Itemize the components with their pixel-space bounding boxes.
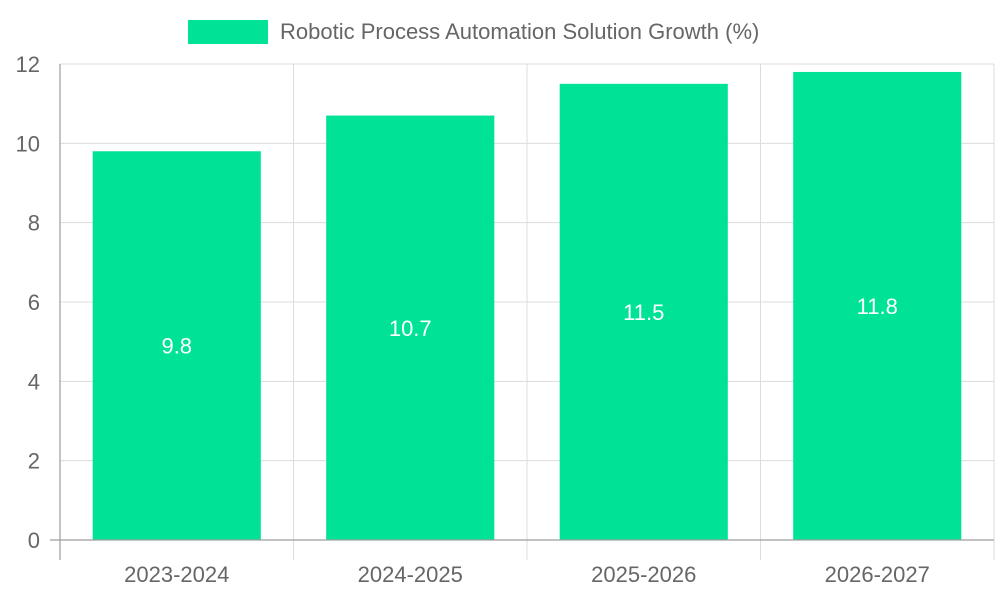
- y-tick-label: 2: [28, 449, 40, 474]
- y-tick-label: 12: [16, 52, 40, 77]
- y-tick-label: 6: [28, 290, 40, 315]
- bar[interactable]: [559, 83, 728, 540]
- bar-labels: 9.8 10.7 11.5 11.8: [161, 294, 897, 359]
- x-tick-label: 2023-2024: [124, 562, 229, 587]
- bar[interactable]: [793, 71, 962, 540]
- y-tick-label: 0: [28, 528, 40, 553]
- x-grid-lines: [293, 64, 995, 560]
- axes: [50, 64, 994, 560]
- y-tick-labels: 0 2 4 6 8 10 12: [16, 52, 40, 553]
- y-tick-label: 4: [28, 369, 40, 394]
- x-tick-label: 2024-2025: [358, 562, 463, 587]
- bar-data-label: 11.5: [623, 300, 664, 325]
- x-tick-label: 2026-2027: [825, 562, 930, 587]
- bars: [92, 71, 962, 541]
- x-tick-label: 2025-2026: [591, 562, 696, 587]
- y-tick-label: 8: [28, 211, 40, 236]
- bar-data-label: 10.7: [389, 316, 432, 341]
- y-tick-label: 10: [16, 131, 40, 156]
- bar-data-label: 11.8: [857, 294, 898, 319]
- legend[interactable]: Robotic Process Automation Solution Grow…: [188, 19, 759, 44]
- legend-swatch: [188, 20, 268, 44]
- x-tick-labels: 2023-2024 2024-2025 2025-2026 2026-2027: [124, 562, 930, 587]
- legend-label: Robotic Process Automation Solution Grow…: [280, 19, 759, 44]
- bar[interactable]: [92, 151, 261, 540]
- bar[interactable]: [326, 115, 495, 541]
- bar-data-label: 9.8: [161, 334, 192, 359]
